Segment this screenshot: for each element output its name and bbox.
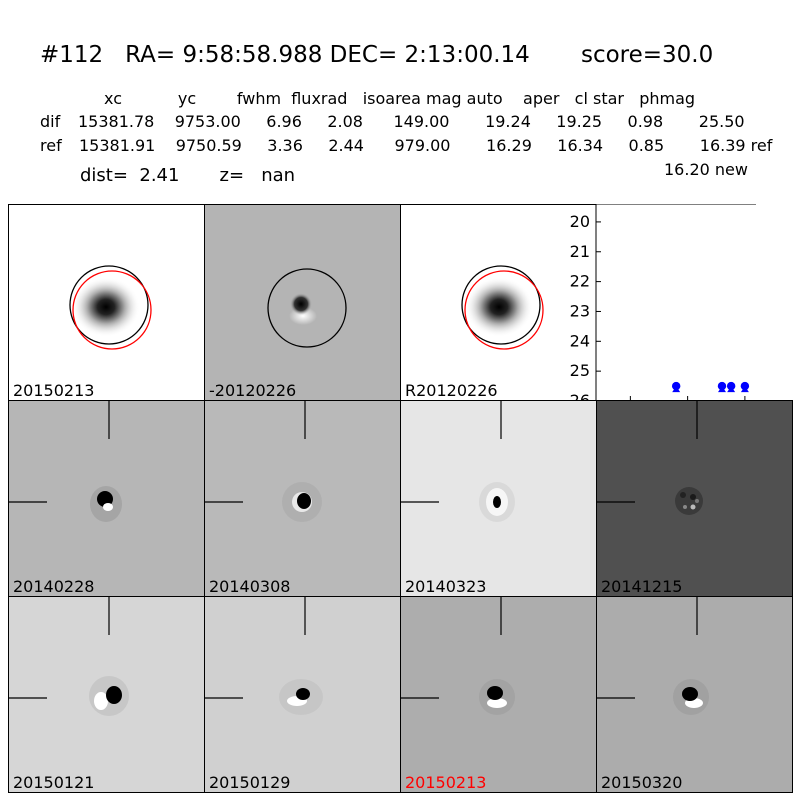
data-point [726,381,736,391]
aperture-circle [267,268,347,348]
data-point [671,381,681,391]
stamp-image [9,205,204,400]
ref-circle [464,270,544,350]
panel-label: 20140308 [209,577,291,596]
stamp-panel-5: 20140228 [8,400,205,597]
dif-row-label: dif [40,112,61,131]
panel-label: -20120226 [209,381,297,400]
aperture-circle [461,265,541,345]
ref-circle [72,270,152,350]
column-headers: xc yc fwhm fluxrad isoarea mag auto aper… [104,89,696,108]
panel-label: 20150129 [209,773,291,792]
panel-label: 20150320 [601,773,683,792]
panel-label: 20150121 [13,773,95,792]
y-tick-label: 23 [570,301,590,320]
stamp-panel-10: 20150129 [204,596,401,793]
distance-line: dist= 2.41 z= nan [80,165,296,186]
dif-row-values: 15381.78 9753.00 6.96 2.08 149.00 19.24 … [78,112,745,131]
stamp-image [205,205,400,400]
stamp-panel-8: 20141215 [596,400,793,597]
panel-label: 20140323 [405,577,487,596]
stamp-panel-1: 20150213 [8,204,205,401]
stamp-image [597,401,792,596]
panel-label: 20140228 [13,577,95,596]
stamp-image [401,401,596,596]
panel-label-current: 20150213 [405,773,487,792]
stamp-panel-11: 20150213 [400,596,597,793]
stamp-image [205,401,400,596]
stamp-panel-12: 20150320 [596,596,793,793]
y-tick-label: 22 [570,272,590,291]
page-title: #112 RA= 9:58:58.988 DEC= 2:13:00.14 sco… [40,42,714,68]
stamp-image [401,205,596,400]
stamp-image [205,597,400,792]
stamp-image [597,597,792,792]
y-tick-label: 25 [570,361,590,380]
stamp-image [9,597,204,792]
data-point [717,381,727,391]
ref-row-label: ref [40,136,62,155]
stamp-image [401,597,596,792]
stamp-panel-7: 20140323 [400,400,597,597]
panel-label: 20150213 [13,381,95,400]
y-tick-label: 24 [570,331,590,350]
aperture-circle [69,265,149,345]
stamp-panel-2: -20120226 [204,204,401,401]
stamp-panel-6: 20140308 [204,400,401,597]
plot-frame [595,204,756,402]
y-tick-label: 21 [570,242,590,261]
data-point [740,381,750,391]
phmag-new: 16.20 new [664,160,748,179]
panel-label: 20141215 [601,577,683,596]
y-tick-label: 20 [570,212,590,231]
stamp-panel-9: 20150121 [8,596,205,793]
stamp-image [9,401,204,596]
panel-label: R20120226 [405,381,498,400]
ref-row-values: 15381.91 9750.59 3.36 2.44 979.00 16.29 … [79,136,773,155]
